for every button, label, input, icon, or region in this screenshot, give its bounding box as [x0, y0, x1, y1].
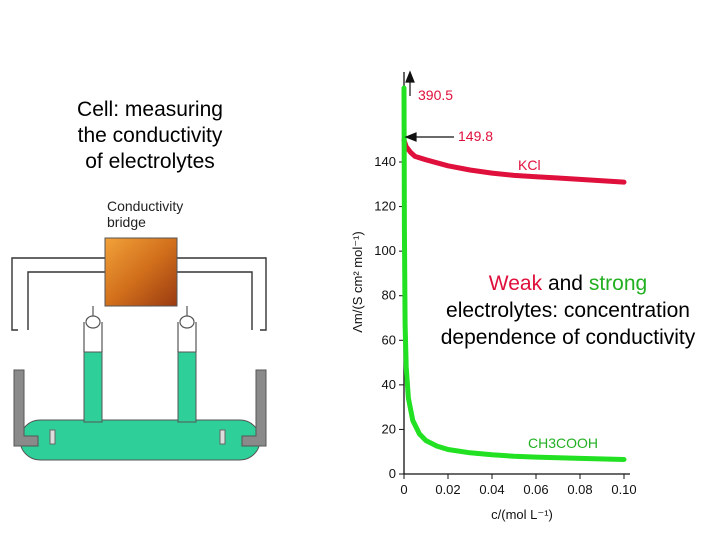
cell-caption-line3: of electrolytes [85, 150, 215, 173]
series-line-kcl [401, 137, 627, 185]
strong-word: strong [588, 272, 648, 295]
bridge-label: Conductivity bridge [107, 198, 183, 230]
x-tick-label: 0.04 [479, 482, 504, 497]
x-tick-label: 0.06 [523, 482, 548, 497]
y-tick-label: 40 [382, 377, 396, 392]
annotation-390-5-arrow [405, 70, 415, 96]
cell-caption-line1: Cell: measuring [77, 98, 223, 121]
series-label-ch3cooh: CH3COOH [528, 435, 598, 451]
bridge-label-line2: bridge [107, 214, 146, 230]
y-axis-label: Λm/(S cm² mol⁻¹) [350, 231, 365, 332]
cell-caption: Cell: measuring the conductivity of elec… [40, 97, 260, 175]
x-axis-label: c/(mol L⁻¹) [491, 507, 553, 522]
conductivity-cell-apparatus [11, 237, 267, 461]
electrodes [49, 429, 226, 445]
weak-strong-caption: Weak and strong electrolytes: concentrat… [418, 270, 718, 351]
x-ticks: 0 0.02 0.04 0.06 0.08 0.10 [400, 474, 637, 497]
y-tick-label: 100 [374, 243, 396, 258]
x-tick-label: 0 [400, 482, 407, 497]
cell-caption-line2: the conductivity [77, 124, 223, 147]
weak-strong-line1: Weak and strong [418, 270, 718, 297]
y-tick-label: 120 [374, 199, 396, 214]
cell-solution [19, 351, 261, 461]
y-tick-label: 140 [374, 154, 396, 169]
series-layer [401, 85, 627, 462]
wires [11, 257, 267, 331]
y-ticks: 0 20 40 60 80 100 120 140 [374, 154, 404, 481]
x-tick-label: 0.02 [435, 482, 460, 497]
and-word: and [542, 272, 589, 295]
y-tick-label: 0 [389, 466, 396, 481]
annotation-390-5: 390.5 [418, 87, 453, 103]
weak-word: Weak [488, 272, 543, 295]
annotation-149-8: 149.8 [458, 128, 493, 144]
conductivity-chart: 0 0.02 0.04 0.06 0.08 0.10 0 20 40 60 80 100 120 140… [350, 70, 637, 522]
y-tick-label: 80 [382, 288, 396, 303]
weak-strong-line3: dependence of conductivity [440, 326, 696, 349]
series-line-ch3cooh [401, 85, 627, 462]
series-label-kcl: KCl [518, 157, 541, 173]
cell-tubes [83, 306, 197, 352]
x-tick-label: 0.08 [567, 482, 592, 497]
conductivity-bridge-box [104, 237, 178, 307]
electrode-tubes [13, 369, 267, 447]
annotation-149-8-arrow [404, 132, 454, 142]
y-tick-label: 60 [382, 332, 396, 347]
x-tick-label: 0.10 [611, 482, 636, 497]
y-tick-label: 20 [382, 421, 396, 436]
bridge-label-line1: Conductivity [107, 198, 184, 214]
weak-strong-line2: electrolytes: concentration [446, 299, 690, 322]
